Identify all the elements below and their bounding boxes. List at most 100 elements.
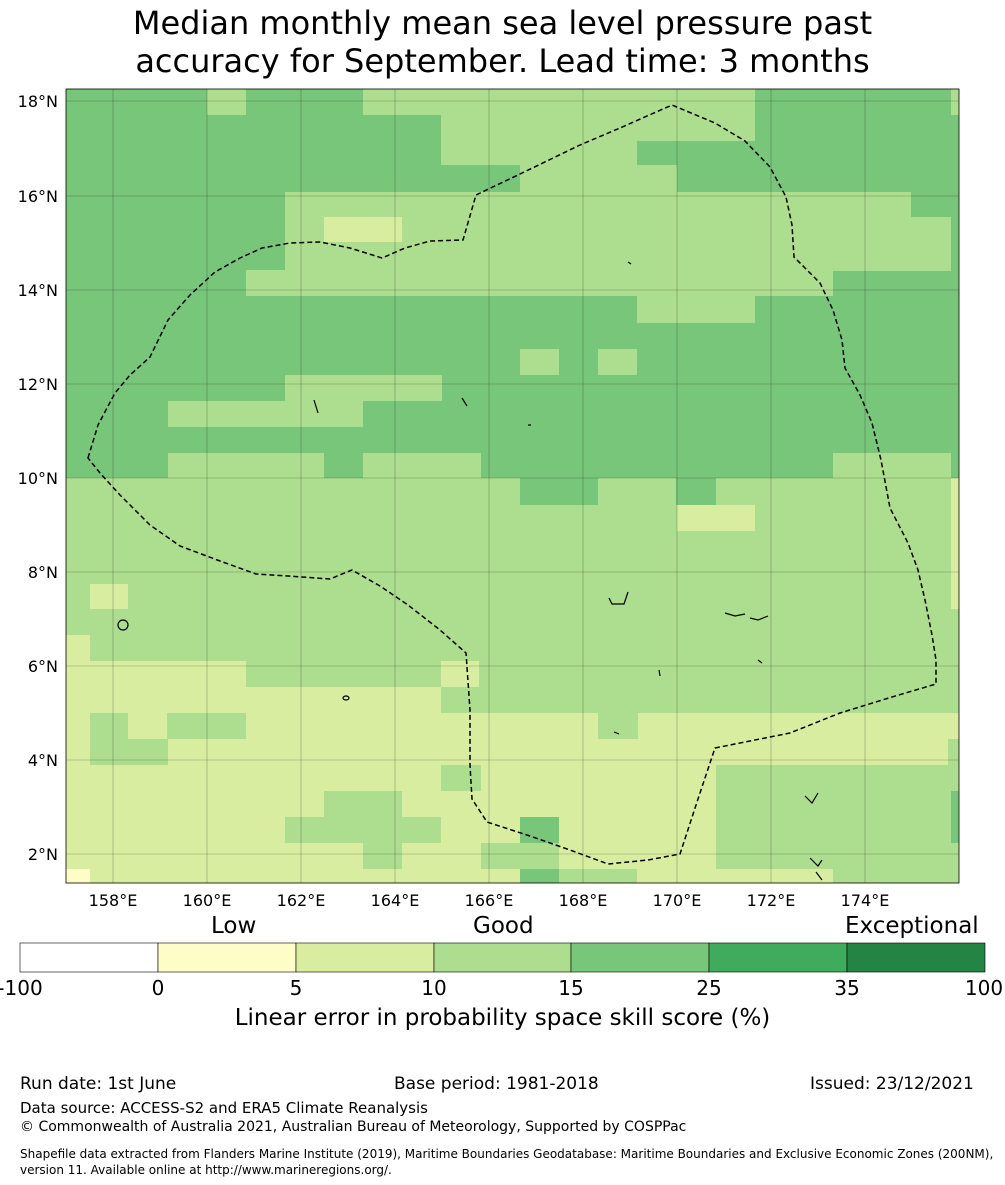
skill-cell — [66, 635, 90, 661]
skill-cell — [833, 869, 959, 883]
island-outline — [809, 857, 823, 867]
skill-cell — [441, 661, 479, 687]
skill-cell — [363, 843, 402, 869]
run-date: Run date: 1st June — [20, 1074, 177, 1094]
longitude-tick-label: 166°E — [465, 891, 514, 910]
latitude-tick-label: 18°N — [18, 92, 58, 111]
island-outline — [815, 871, 823, 881]
skill-cell — [363, 89, 755, 115]
shapefile-credit-line-2: version 11. Available online at http://w… — [20, 1163, 392, 1177]
colorbar-tick: -100 — [0, 976, 43, 1000]
skill-cell — [481, 687, 521, 713]
skill-cell — [520, 869, 559, 883]
island-outline — [724, 612, 746, 617]
skill-cell — [324, 217, 402, 242]
issued-date: Issued: 23/12/2021 — [810, 1074, 974, 1094]
skill-cell — [951, 478, 959, 609]
skill-cell — [951, 791, 959, 843]
islands — [117, 261, 823, 881]
skill-cell — [676, 165, 677, 166]
skill-cell — [363, 453, 481, 478]
colorbar-segment — [295, 942, 435, 973]
skill-cell — [285, 192, 911, 217]
colorbar-tick: 0 — [151, 976, 165, 1000]
colorbar-axis-label: Linear error in probability space skill … — [234, 1005, 771, 1031]
latitude-tick-label: 12°N — [18, 375, 58, 394]
colorbar-tick: 10 — [421, 976, 447, 1000]
longitude-axis: 158°E 160°E 162°E 164°E 166°E 168°E 170°E 172°E… — [89, 891, 890, 910]
skill-cell — [520, 165, 677, 192]
longitude-tick-label: 164°E — [371, 891, 420, 910]
skill-cell — [168, 401, 363, 427]
skill-cell — [168, 713, 246, 739]
island-outline — [313, 399, 319, 414]
island-outline — [608, 591, 629, 605]
island-outline — [461, 397, 468, 407]
colorbar-segment — [570, 942, 710, 973]
latitude-tick-label: 8°N — [28, 563, 58, 582]
skill-cell — [168, 453, 324, 478]
copyright: © Commonwealth of Australia 2021, Austra… — [20, 1119, 687, 1135]
skill-cell — [66, 869, 90, 883]
map-frame — [65, 88, 960, 884]
skill-cell — [285, 244, 951, 271]
skill-cell — [128, 713, 167, 739]
island-outline — [627, 261, 632, 265]
latitude-tick-label: 14°N — [18, 281, 58, 300]
colorbar-tick: 100 — [964, 976, 1004, 1000]
longitude-tick-label: 160°E — [183, 891, 232, 910]
island-outline — [613, 731, 620, 735]
skill-cell — [246, 270, 833, 296]
skill-grid — [66, 89, 959, 883]
colorbar-segment — [433, 942, 572, 973]
latitude-tick-label: 6°N — [28, 657, 58, 676]
colorbar-segment — [157, 942, 297, 973]
skill-cell — [520, 478, 598, 505]
latitude-tick-label: 16°N — [18, 187, 58, 206]
skill-cell — [677, 505, 755, 531]
skill-cell — [833, 791, 959, 883]
skill-cell — [441, 765, 481, 791]
base-period: Base period: 1981-2018 — [394, 1074, 599, 1094]
title-line-2: accuracy for September. Lead time: 3 mon… — [135, 42, 870, 80]
island-outline — [658, 669, 661, 677]
latitude-tick-label: 2°N — [28, 845, 58, 864]
skill-cell — [951, 713, 959, 739]
colorbar-segment — [19, 942, 159, 973]
title-line-1: Median monthly mean sea level pressure p… — [132, 4, 873, 42]
skill-cell — [90, 89, 207, 115]
eez-boundary — [87, 104, 937, 865]
data-source: Data source: ACCESS-S2 and ERA5 Climate … — [20, 1099, 428, 1117]
island-outline — [342, 695, 350, 701]
island-outline — [804, 792, 819, 804]
colorbar-tick: 15 — [558, 976, 584, 1000]
longitude-tick-label: 170°E — [653, 891, 702, 910]
chart-title: Median monthly mean sea level pressure p… — [0, 4, 1005, 80]
skill-cell — [285, 375, 442, 401]
longitude-tick-label: 158°E — [89, 891, 138, 910]
colorbar-segment — [708, 942, 848, 973]
latitude-axis: 18°N 16°N 14°N 12°N 10°N 8°N 6°N 4°N 2°N — [18, 92, 58, 864]
longitude-tick-label: 172°E — [747, 891, 796, 910]
colorbar-tick: 5 — [289, 976, 303, 1000]
skill-cell — [676, 478, 716, 505]
skill-cell — [168, 739, 948, 765]
island-outline — [757, 659, 763, 664]
skill-cell — [598, 713, 638, 739]
colorbar-tick: 35 — [834, 976, 860, 1000]
shapefile-credit-line-1: Shapefile data extracted from Flanders M… — [20, 1147, 994, 1161]
latitude-tick-label: 10°N — [18, 469, 58, 488]
skill-cell — [207, 89, 246, 115]
colorbar-category-low: Low — [211, 913, 257, 939]
skill-cell — [481, 843, 559, 869]
island-outline — [117, 619, 129, 631]
skill-cell — [951, 89, 959, 115]
colorbar — [19, 942, 986, 973]
skill-cell — [559, 869, 637, 883]
skill-cell — [324, 791, 402, 817]
latitude-tick-label: 4°N — [28, 751, 58, 770]
skill-cell — [66, 687, 194, 713]
skill-cell — [90, 584, 128, 609]
longitude-tick-label: 174°E — [841, 891, 890, 910]
